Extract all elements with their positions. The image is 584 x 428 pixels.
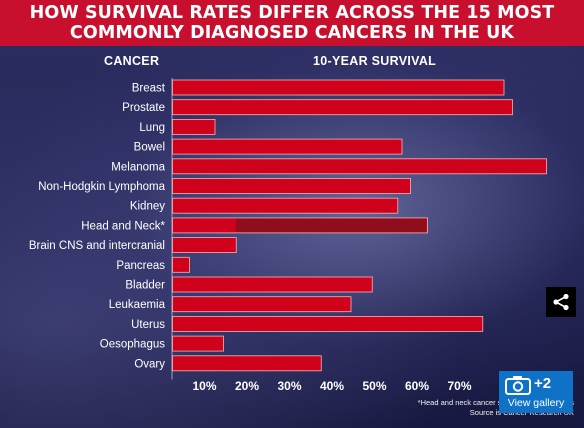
category-label-uterus: Uterus xyxy=(131,319,165,331)
bar-leukaemia xyxy=(172,296,352,313)
category-label-bowel: Bowel xyxy=(134,142,165,154)
view-gallery-button[interactable]: +2 View gallery xyxy=(499,371,573,413)
x-tick-label-10: 10% xyxy=(192,379,216,393)
share-icon xyxy=(553,293,569,311)
bar-prostate xyxy=(172,99,513,116)
category-label-melanoma: Melanoma xyxy=(111,161,165,173)
chart-title-line-1: HOW SURVIVAL RATES DIFFER ACROSS THE 15 … xyxy=(29,3,555,23)
bar-breast xyxy=(172,79,505,96)
camera-icon xyxy=(505,376,531,395)
bar-ovary xyxy=(172,355,322,372)
category-label-brain-cns-and-intercranial: Brain CNS and intercranial xyxy=(29,240,165,252)
chart-title-banner: HOW SURVIVAL RATES DIFFER ACROSS THE 15 … xyxy=(0,0,584,46)
category-label-breast: Breast xyxy=(132,83,166,95)
category-label-oesophagus: Oesophagus xyxy=(100,339,165,351)
bar-kidney xyxy=(172,197,399,214)
category-label-ovary: Ovary xyxy=(134,358,165,370)
x-tick-label-20: 20% xyxy=(235,379,259,393)
share-button[interactable] xyxy=(546,287,576,317)
category-label-leukaemia: Leukaemia xyxy=(109,299,166,311)
gallery-label: View gallery xyxy=(507,397,565,409)
bar-uterus xyxy=(172,315,484,332)
cancer-column-header: CANCER xyxy=(104,54,160,68)
bar-oesophagus xyxy=(172,335,224,352)
survival-column-header: 10-YEAR SURVIVAL xyxy=(313,54,437,68)
category-label-non-hodgkin-lymphoma: Non-Hodgkin Lymphoma xyxy=(38,181,165,193)
bar-brain-cns-and-intercranial xyxy=(172,237,237,254)
bar-bladder xyxy=(172,276,373,293)
x-tick-label-50: 50% xyxy=(362,379,386,393)
bar-head-and-neck-range-segment xyxy=(235,218,427,233)
footnote-line-1: *Head and neck cancer survival rates var… xyxy=(417,398,574,407)
bar-lung xyxy=(172,119,216,135)
bar-pancreas xyxy=(172,256,190,273)
x-tick-label-70: 70% xyxy=(447,379,471,393)
category-label-kidney: Kidney xyxy=(130,201,165,213)
bar-melanoma xyxy=(172,158,547,175)
category-label-head-and-neck: Head and Neck* xyxy=(81,220,165,232)
bar-non-hodgkin-lymphoma xyxy=(172,178,411,194)
gallery-count: +2 xyxy=(534,375,552,392)
category-label-lung: Lung xyxy=(139,122,165,134)
x-tick-label-40: 40% xyxy=(320,379,344,393)
bar-bowel xyxy=(172,138,403,155)
x-tick-label-30: 30% xyxy=(277,379,301,393)
category-label-prostate: Prostate xyxy=(122,102,165,114)
x-tick-label-60: 60% xyxy=(405,379,429,393)
chart-title-line-2: COMMONLY DIAGNOSED CANCERS IN THE UK xyxy=(69,23,515,43)
category-label-pancreas: Pancreas xyxy=(116,260,165,272)
category-label-bladder: Bladder xyxy=(125,280,165,292)
